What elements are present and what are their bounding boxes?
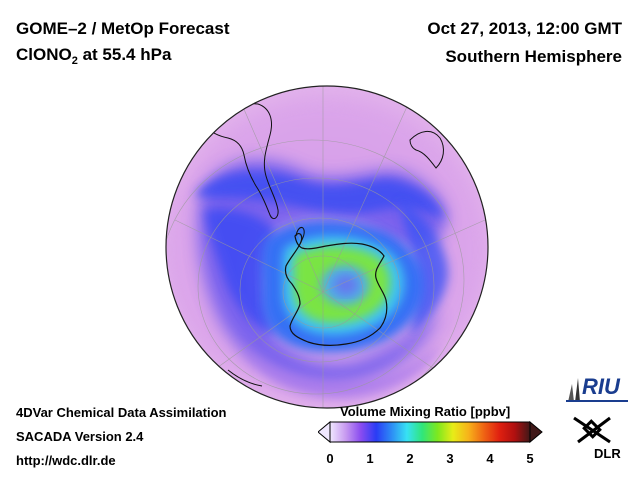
colorbar	[318, 420, 543, 444]
colorbar-tick-label: 0	[326, 451, 334, 466]
colorbar-tick-label: 2	[406, 451, 414, 466]
field-vortex-center	[334, 275, 358, 295]
dlr-logo-text: DLR	[594, 446, 621, 461]
region-label: Southern Hemisphere	[445, 47, 622, 66]
footer-method: 4DVar Chemical Data Assimilation	[16, 405, 227, 420]
field-low-band	[198, 160, 446, 386]
colorbar-tick-label: 1	[366, 451, 374, 466]
colorbar-tick-label: 3	[446, 451, 454, 466]
globe-field	[166, 86, 488, 408]
footer-url[interactable]: http://wdc.dlr.de	[16, 453, 116, 468]
field-blue-band-right	[400, 200, 448, 335]
date-label: Oct 27, 2013, 12:00 GMT	[427, 19, 622, 38]
colorbar-low-arrow	[318, 420, 331, 444]
riu-spire-icon-2	[575, 378, 580, 402]
field-lower-band	[235, 340, 440, 399]
species-name: ClONO	[16, 45, 72, 64]
coast-africa	[409, 131, 444, 169]
map-title: GOME–2 / MetOp Forecast	[16, 19, 230, 38]
field-blue-band-left	[205, 208, 275, 335]
riu-logo-text: RIU	[582, 374, 620, 399]
riu-logo: RIU	[566, 374, 628, 404]
species-label: ClONO2 at 55.4 hPa	[16, 46, 171, 67]
dlr-logo: DLR	[564, 412, 624, 461]
coast-antarctic-peninsula	[295, 227, 305, 245]
dlr-emblem-icon	[573, 416, 611, 444]
riu-spire-icon	[568, 384, 574, 402]
colorbar-title: Volume Mixing Ratio [ppbv]	[340, 404, 511, 419]
coast-south-america	[204, 103, 279, 220]
field-blue-arc-upper	[195, 171, 445, 220]
globe-outline	[165, 85, 489, 409]
coast-australia	[227, 369, 263, 387]
graticule	[166, 86, 486, 408]
pressure-level: at 55.4 hPa	[77, 45, 172, 64]
species-subscript: 2	[71, 55, 78, 67]
colorbar-tick-label: 4	[486, 451, 494, 466]
colorbar-high-arrow	[529, 420, 543, 444]
footer-version: SACADA Version 2.4	[16, 429, 144, 444]
coast-antarctica	[284, 232, 388, 346]
colorbar-scale	[329, 421, 531, 443]
colorbar-tick-label: 5	[526, 451, 534, 466]
